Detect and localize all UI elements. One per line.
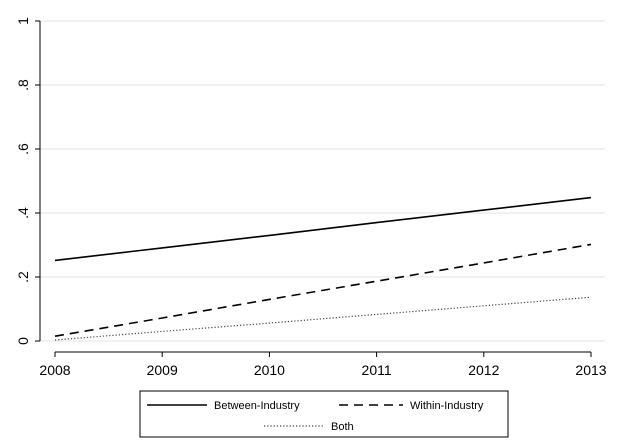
series-line-within-industry <box>54 243 592 337</box>
y-tick-label: .2 <box>15 271 31 283</box>
series-lines <box>54 196 592 341</box>
x-tick-label: 2012 <box>468 362 499 378</box>
axes: 0 .2 .4 .6 .8 1 2008 2009 2010 2011 2012 2013 <box>15 17 607 378</box>
x-tick-label: 2013 <box>575 362 606 378</box>
y-tick-label: .6 <box>15 143 31 155</box>
series-line-both <box>54 296 592 341</box>
y-tick-label: .8 <box>15 79 31 91</box>
series-line-between-industry <box>54 196 592 262</box>
y-tick-label: .4 <box>15 207 31 219</box>
legend: Between-Industry Within-Industry Both <box>139 390 509 438</box>
legend-label-between-industry: Between-Industry <box>214 400 300 412</box>
legend-box <box>139 390 509 438</box>
x-tick-label: 2010 <box>254 362 285 378</box>
y-tick-label: 0 <box>15 337 31 345</box>
x-tick-label: 2008 <box>39 362 70 378</box>
gridlines <box>40 20 605 342</box>
x-tick-label: 2009 <box>147 362 178 378</box>
legend-label-both: Both <box>331 421 354 433</box>
y-tick-label: 1 <box>15 17 31 25</box>
legend-label-within-industry: Within-Industry <box>410 400 484 412</box>
x-tick-label: 2011 <box>362 362 392 378</box>
